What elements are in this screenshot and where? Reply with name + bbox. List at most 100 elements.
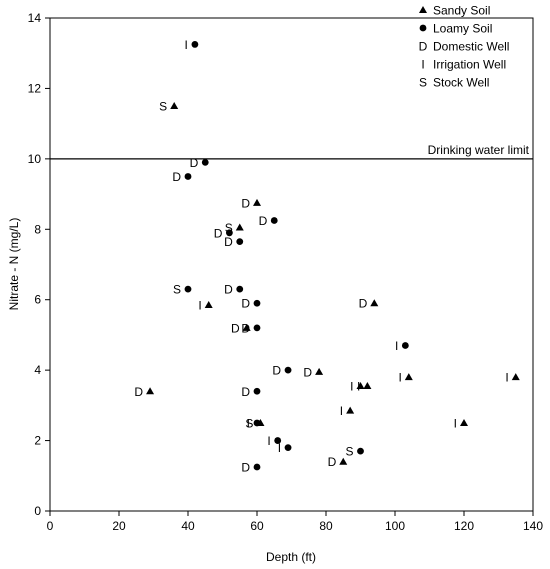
irrigation-well-letter: I: [247, 416, 250, 430]
irrigation-well-letter: I: [185, 38, 188, 52]
irrigation-well-letter: I: [395, 339, 398, 353]
domestic-well-letter: D: [272, 364, 281, 378]
legend-label: Sandy Soil: [433, 4, 490, 18]
loamy-soil-marker: [357, 447, 364, 455]
domestic-well-letter: D: [241, 297, 250, 311]
y-tick-label: 14: [28, 11, 42, 25]
data-point: S: [245, 416, 265, 430]
data-point: D: [328, 455, 348, 469]
irrigation-well-letter: I: [398, 371, 401, 385]
data-point: I: [185, 38, 199, 52]
y-tick-label: 8: [34, 222, 41, 236]
data-point: D: [359, 297, 379, 311]
irrigation-well-letter: I: [454, 416, 457, 430]
data-point: D: [303, 365, 324, 379]
y-tick-label: 2: [34, 434, 41, 448]
legend-sandy-marker: [419, 6, 427, 13]
domestic-well-letter: D: [172, 170, 181, 184]
data-point: D: [241, 460, 261, 474]
x-tick-label: 60: [250, 519, 264, 533]
data-point: S: [159, 100, 179, 114]
sandy-soil-marker: [356, 381, 365, 389]
data-point: D: [231, 321, 251, 335]
data-point: D: [241, 321, 261, 335]
data-point: I: [357, 379, 372, 393]
irrigation-well-letter: I: [357, 379, 360, 393]
loamy-soil-marker: [236, 238, 244, 246]
legend-loamy-marker: [419, 24, 427, 32]
irrigation-well-letter: I: [350, 379, 353, 393]
y-tick-label: 10: [28, 152, 42, 166]
sandy-soil-marker: [235, 223, 244, 231]
irrigation-well-letter: I: [278, 441, 281, 455]
loamy-soil-marker: [226, 229, 233, 237]
domestic-well-letter: D: [328, 455, 337, 469]
data-point: I: [505, 371, 520, 385]
sandy-soil-marker: [242, 323, 251, 331]
x-tick-label: 140: [523, 519, 543, 533]
legend-label: Irrigation Well: [433, 58, 506, 72]
stock-well-letter: S: [173, 283, 181, 297]
loamy-soil-marker: [253, 387, 261, 395]
loamy-soil-marker: [253, 299, 261, 307]
x-axis-title: Depth (ft): [266, 550, 316, 564]
data-point: I: [267, 434, 282, 448]
data-point: D: [190, 156, 209, 170]
data-point: D: [214, 226, 233, 240]
loamy-soil-marker: [191, 41, 199, 48]
loamy-soil-marker: [236, 285, 244, 293]
y-tick-label: 12: [28, 81, 42, 95]
y-tick-label: 4: [34, 363, 41, 377]
irrigation-well-letter: I: [505, 371, 508, 385]
drinking-water-limit-group: Drinking water limit: [50, 143, 533, 160]
legend-letter-symbol: S: [419, 76, 427, 90]
drinking-water-limit-label: Drinking water limit: [428, 143, 530, 157]
data-point: I: [350, 379, 365, 393]
plot-frame: [49, 17, 534, 512]
irrigation-well-letter: I: [340, 404, 343, 418]
x-tick-label: 40: [181, 519, 195, 533]
legend-label: Domestic Well: [433, 40, 509, 54]
domestic-well-letter: D: [231, 321, 240, 335]
domestic-well-letter: D: [224, 283, 233, 297]
legend-entry: I Irrigation Well: [421, 58, 506, 72]
sandy-soil-marker: [460, 418, 468, 426]
sandy-soil-marker: [363, 381, 372, 389]
data-point: D: [224, 235, 244, 249]
data-point: D: [172, 170, 192, 184]
x-tick-label: 120: [454, 519, 474, 533]
x-axis-ticks: 0 20 40 60 80 100 120 140: [47, 511, 543, 533]
domestic-well-letter: D: [303, 365, 312, 379]
domestic-well-letter: D: [359, 297, 368, 311]
data-point: I: [278, 441, 292, 455]
data-point: D: [259, 214, 278, 228]
domestic-well-letter: D: [190, 156, 199, 170]
stock-well-letter: S: [225, 221, 233, 235]
loamy-soil-marker: [401, 342, 409, 349]
sandy-soil-marker: [146, 387, 155, 395]
sandy-soil-marker: [315, 367, 324, 375]
loamy-soil-marker: [253, 463, 261, 471]
sandy-soil-marker: [339, 457, 348, 465]
irrigation-well-letter: I: [267, 434, 270, 448]
data-point: D: [272, 364, 292, 378]
legend-entry: Sandy Soil: [419, 4, 490, 18]
x-tick-label: 20: [112, 519, 126, 533]
sandy-soil-marker: [346, 406, 355, 414]
data-point: S: [173, 283, 192, 297]
domestic-well-letter: D: [241, 321, 250, 335]
data-point: I: [398, 371, 413, 385]
y-axis-title: Nitrate - N (mg/L): [7, 218, 21, 311]
data-point: D: [134, 385, 155, 399]
y-tick-label: 6: [34, 293, 41, 307]
loamy-soil-marker: [184, 173, 192, 180]
domestic-well-letter: D: [224, 235, 233, 249]
sandy-soil-marker: [370, 299, 379, 307]
domestic-well-letter: D: [259, 214, 268, 228]
data-point: I: [454, 416, 468, 430]
domestic-well-letter: D: [214, 226, 223, 240]
x-tick-label: 100: [385, 519, 405, 533]
sandy-soil-marker: [256, 418, 265, 426]
legend-entry: Loamy Soil: [419, 22, 492, 36]
